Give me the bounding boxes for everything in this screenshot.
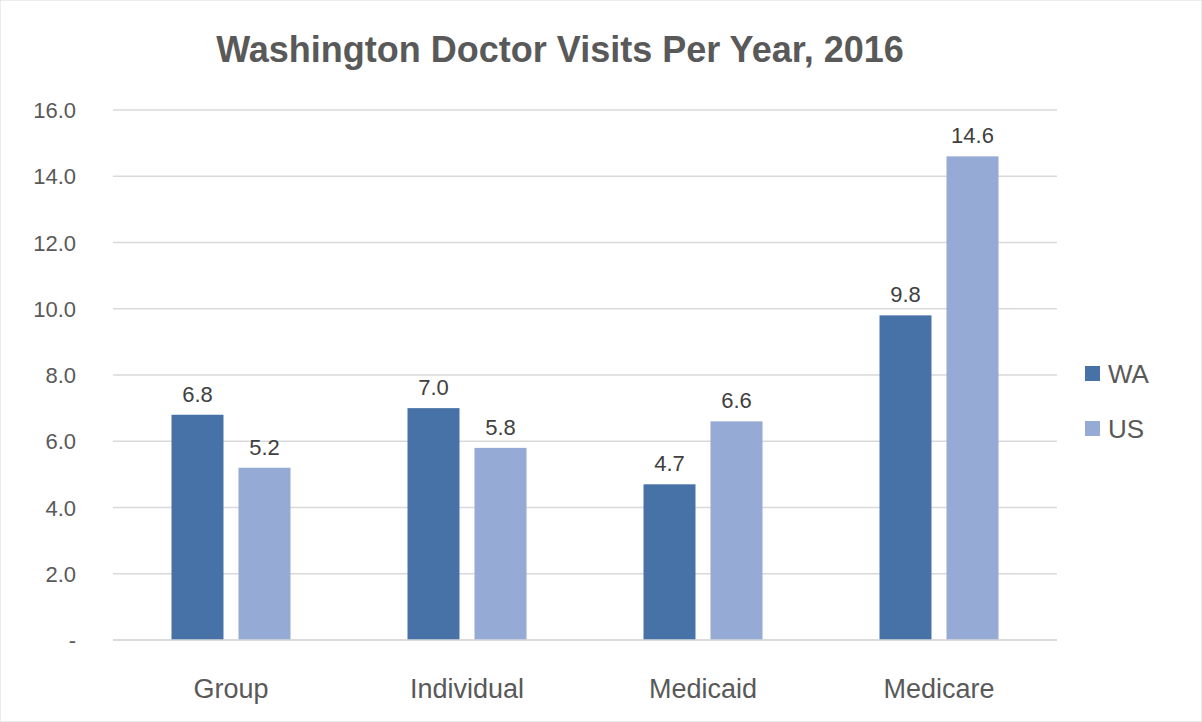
background (0, 0, 1202, 722)
data-label: 6.8 (182, 382, 213, 407)
bar (880, 315, 932, 640)
bar (644, 484, 696, 640)
data-label: 14.6 (951, 123, 994, 148)
y-tick-label: 12.0 (33, 231, 76, 256)
bars (172, 156, 999, 640)
bar (172, 415, 224, 640)
y-tick-label: 2.0 (45, 562, 76, 587)
bar (239, 468, 291, 640)
y-tick-label: 6.0 (45, 429, 76, 454)
data-label: 7.0 (418, 375, 449, 400)
y-tick-label: 10.0 (33, 297, 76, 322)
x-tick-label: Medicaid (649, 674, 757, 704)
grid-line (113, 242, 1057, 243)
legend-swatch (1085, 421, 1100, 436)
x-tick-label: Individual (410, 674, 524, 704)
y-tick-label: 16.0 (33, 98, 76, 123)
data-label: 5.8 (485, 415, 516, 440)
legend-label: WA (1108, 359, 1150, 389)
y-tick-label: 8.0 (45, 363, 76, 388)
bar (711, 421, 763, 640)
grid-line (113, 109, 1057, 110)
legend-label: US (1108, 414, 1144, 444)
legend-swatch (1085, 366, 1100, 381)
chart-title: Washington Doctor Visits Per Year, 2016 (216, 29, 904, 70)
chart-container: Washington Doctor Visits Per Year, 2016 -… (0, 0, 1202, 722)
x-axis-line (113, 639, 1057, 640)
chart-svg: Washington Doctor Visits Per Year, 2016 -… (0, 0, 1202, 722)
grid-line (113, 308, 1057, 309)
data-label: 6.6 (721, 388, 752, 413)
y-tick-label: - (69, 628, 76, 653)
y-tick-label: 14.0 (33, 164, 76, 189)
grid-line (113, 639, 1057, 640)
data-label: 5.2 (249, 435, 280, 460)
data-label: 4.7 (654, 451, 685, 476)
x-tick-label: Medicare (883, 674, 994, 704)
bar (947, 156, 999, 640)
x-tick-label: Group (193, 674, 268, 704)
data-label: 9.8 (890, 282, 921, 307)
y-tick-label: 4.0 (45, 496, 76, 521)
bar (475, 448, 527, 640)
bar (408, 408, 460, 640)
grid-line (113, 176, 1057, 177)
